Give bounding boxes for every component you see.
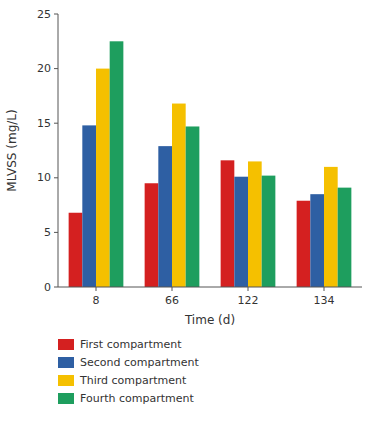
y-tick-label: 0 bbox=[44, 281, 51, 294]
x-axis-line bbox=[58, 287, 362, 288]
y-tick bbox=[54, 14, 58, 15]
x-tick bbox=[172, 287, 173, 291]
bars bbox=[69, 41, 352, 287]
legend-swatch bbox=[58, 375, 74, 386]
y-tick bbox=[54, 68, 58, 69]
axes: 0 5 10 15 20 25 8 66 122 134 bbox=[37, 8, 362, 308]
x-tick bbox=[324, 287, 325, 291]
y-tick bbox=[54, 177, 58, 178]
bar bbox=[145, 183, 159, 287]
legend-label: Second compartment bbox=[80, 356, 199, 369]
bar bbox=[158, 146, 172, 287]
legend-label: First compartment bbox=[80, 338, 182, 351]
chart-container: 0 5 10 15 20 25 8 66 122 134 Time (d) MLVSS (mg/L) F… bbox=[0, 0, 374, 421]
legend-swatch bbox=[58, 393, 74, 404]
bar bbox=[186, 126, 200, 287]
legend-swatch bbox=[58, 357, 74, 368]
y-tick-label: 20 bbox=[37, 62, 51, 75]
bar bbox=[96, 69, 110, 287]
legend-label: Fourth compartment bbox=[80, 392, 194, 405]
y-tick bbox=[54, 123, 58, 124]
x-axis-label: Time (d) bbox=[184, 313, 235, 327]
y-tick-label: 15 bbox=[37, 117, 51, 130]
y-tick-label: 5 bbox=[44, 226, 51, 239]
legend: First compartment Second compartment Third… bbox=[58, 338, 199, 405]
bar bbox=[172, 104, 186, 287]
y-axis-label: MLVSS (mg/L) bbox=[5, 109, 19, 191]
x-tick-label: 122 bbox=[238, 294, 259, 307]
x-tick bbox=[96, 287, 97, 291]
bar bbox=[234, 177, 248, 287]
y-tick-label: 10 bbox=[37, 171, 51, 184]
bar bbox=[262, 176, 276, 287]
bar bbox=[324, 167, 338, 287]
x-tick bbox=[248, 287, 249, 291]
bar bbox=[310, 194, 324, 287]
legend-swatch bbox=[58, 339, 74, 350]
y-axis-line bbox=[58, 14, 59, 287]
x-tick-label: 134 bbox=[314, 294, 335, 307]
bar bbox=[82, 125, 96, 287]
legend-label: Third compartment bbox=[79, 374, 187, 387]
bar bbox=[221, 160, 235, 287]
y-tick bbox=[54, 232, 58, 233]
x-tick-label: 66 bbox=[165, 294, 179, 307]
y-tick-label: 25 bbox=[37, 8, 51, 21]
bar bbox=[248, 161, 262, 287]
chart-svg: 0 5 10 15 20 25 8 66 122 134 Time (d) MLVSS (mg/L) F… bbox=[0, 0, 374, 421]
bar bbox=[110, 41, 124, 287]
y-tick bbox=[54, 287, 58, 288]
bar bbox=[69, 213, 83, 287]
bar bbox=[297, 201, 311, 287]
bar bbox=[338, 188, 352, 287]
x-tick-label: 8 bbox=[93, 294, 100, 307]
